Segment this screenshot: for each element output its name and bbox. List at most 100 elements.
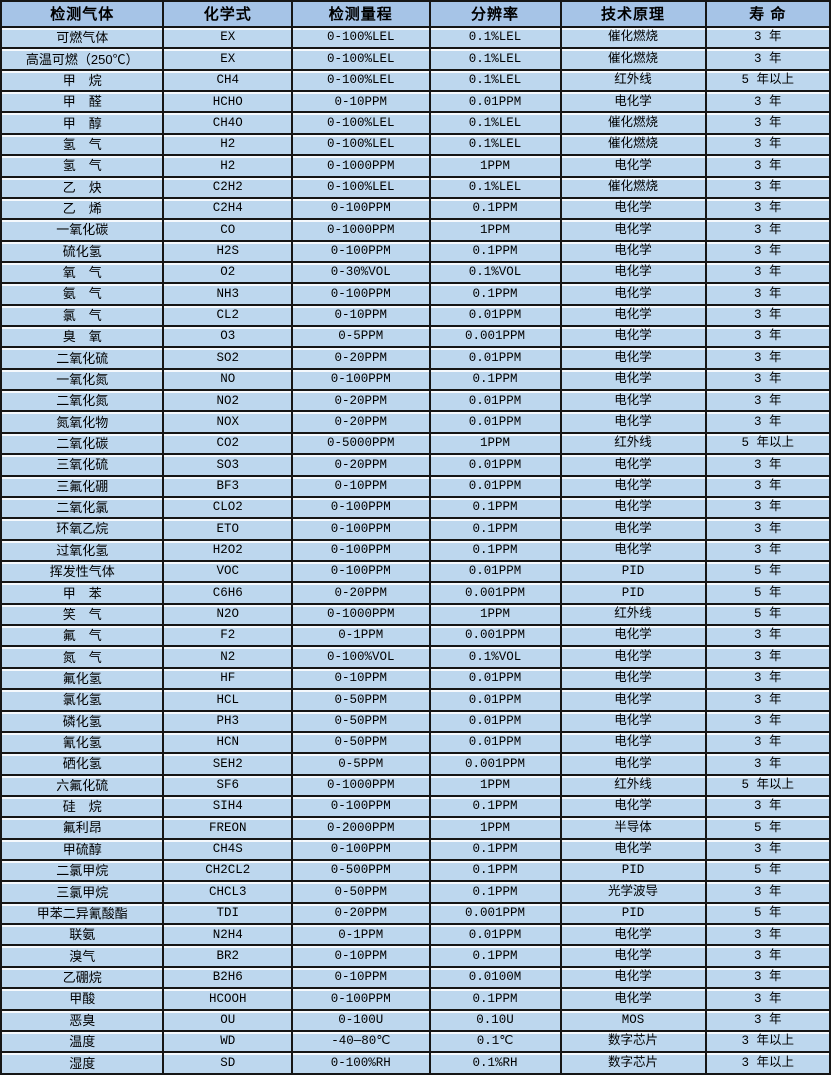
cell-resolution: 0.01PPM: [428, 410, 562, 434]
cell-principle: 电化学: [559, 282, 707, 306]
cell-principle: MOS: [559, 1008, 707, 1032]
cell-formula: NOX: [162, 410, 293, 434]
cell-lifespan: 3 年: [704, 47, 831, 71]
cell-principle: 电化学: [559, 303, 707, 328]
cell-principle: PID: [559, 581, 707, 605]
cell-formula: NO2: [162, 389, 293, 413]
cell-gas: 环氧乙烷: [0, 517, 165, 541]
cell-formula: EX: [162, 47, 293, 71]
cell-lifespan: 5 年: [704, 816, 831, 840]
cell-lifespan: 5 年: [704, 559, 831, 584]
cell-range: 0-100%LEL: [290, 111, 431, 135]
cell-lifespan: 3 年: [704, 25, 831, 50]
table-row: 氧 气 O2 0-30%VOL 0.1%VOL 电化学 3 年: [0, 260, 831, 285]
cell-lifespan: 3 年: [704, 389, 831, 413]
cell-formula: C2H4: [162, 196, 293, 221]
table-row: 氟化氢 HF 0-10PPM 0.01PPM 电化学 3 年: [0, 666, 831, 691]
cell-lifespan: 3 年以上: [704, 1029, 831, 1054]
cell-resolution: 0.1PPM: [428, 944, 562, 968]
cell-resolution: 0.01PPM: [428, 666, 562, 691]
cell-formula: CH2CL2: [162, 858, 293, 883]
cell-resolution: 0.001PPM: [428, 325, 562, 349]
cell-resolution: 0.1℃: [428, 1029, 562, 1054]
cell-gas: 磷化氢: [0, 709, 165, 733]
cell-formula: NO: [162, 367, 293, 392]
cell-lifespan: 3 年: [704, 260, 831, 285]
cell-formula: SD: [162, 1051, 293, 1075]
cell-resolution: 0.1PPM: [428, 538, 562, 563]
table-row: 氮 气 N2 0-100%VOL 0.1%VOL 电化学 3 年: [0, 645, 831, 669]
table-row: 氰化氢 HCN 0-50PPM 0.01PPM 电化学 3 年: [0, 730, 831, 755]
cell-principle: 电化学: [559, 837, 707, 862]
cell-gas: 甲 醇: [0, 111, 165, 135]
cell-lifespan: 3 年: [704, 1008, 831, 1032]
cell-resolution: 0.1PPM: [428, 239, 562, 263]
cell-principle: 红外线: [559, 68, 707, 93]
cell-range: 0-100U: [290, 1008, 431, 1032]
table-row: 甲硫醇 CH4S 0-100PPM 0.1PPM 电化学 3 年: [0, 837, 831, 862]
cell-lifespan: 3 年: [704, 239, 831, 263]
cell-range: 0-20PPM: [290, 453, 431, 477]
cell-formula: CLO2: [162, 495, 293, 520]
cell-formula: N2H4: [162, 923, 293, 947]
table-row: 氟 气 F2 0-1PPM 0.001PPM 电化学 3 年: [0, 624, 831, 648]
cell-formula: OU: [162, 1008, 293, 1032]
cell-gas: 恶臭: [0, 1008, 165, 1032]
cell-gas: 笑 气: [0, 602, 165, 627]
cell-gas: 三氧化硫: [0, 453, 165, 477]
cell-principle: 红外线: [559, 431, 707, 456]
table-row: 湿度 SD 0-100%RH 0.1%RH 数字芯片 3 年以上: [0, 1051, 831, 1075]
cell-gas: 氢 气: [0, 132, 165, 157]
table-row: 氟利昂 FREON 0-2000PPM 1PPM 半导体 5 年: [0, 816, 831, 840]
cell-resolution: 1PPM: [428, 773, 562, 797]
table-row: 二氯甲烷 CH2CL2 0-500PPM 0.1PPM PID 5 年: [0, 858, 831, 883]
cell-gas: 甲酸: [0, 987, 165, 1011]
cell-resolution: 0.1%LEL: [428, 25, 562, 50]
cell-lifespan: 5 年: [704, 581, 831, 605]
cell-resolution: 0.001PPM: [428, 752, 562, 776]
cell-resolution: 0.01PPM: [428, 453, 562, 477]
cell-formula: B2H6: [162, 965, 293, 990]
cell-gas: 温度: [0, 1029, 165, 1054]
cell-range: 0-10PPM: [290, 944, 431, 968]
cell-gas: 硒化氢: [0, 752, 165, 776]
table-row: 甲 苯 C6H6 0-20PPM 0.001PPM PID 5 年: [0, 581, 831, 605]
cell-formula: HCN: [162, 730, 293, 755]
cell-formula: HF: [162, 666, 293, 691]
cell-resolution: 0.01PPM: [428, 90, 562, 114]
table-row: 溴气 BR2 0-10PPM 0.1PPM 电化学 3 年: [0, 944, 831, 968]
cell-range: 0-10PPM: [290, 90, 431, 114]
cell-lifespan: 3 年: [704, 880, 831, 904]
cell-gas: 可燃气体: [0, 25, 165, 50]
table-row: 氢 气 H2 0-1000PPM 1PPM 电化学 3 年: [0, 154, 831, 178]
cell-formula: H2O2: [162, 538, 293, 563]
cell-principle: 电化学: [559, 965, 707, 990]
cell-formula: TDI: [162, 901, 293, 926]
table-row: 三氟化硼 BF3 0-10PPM 0.01PPM 电化学 3 年: [0, 474, 831, 498]
table-row: 甲苯二异氰酸酯 TDI 0-20PPM 0.001PPM PID 5 年: [0, 901, 831, 926]
cell-gas: 甲 烷: [0, 68, 165, 93]
cell-resolution: 0.1PPM: [428, 987, 562, 1011]
cell-range: 0-1000PPM: [290, 218, 431, 242]
cell-gas: 乙 炔: [0, 175, 165, 199]
cell-range: 0-100%LEL: [290, 132, 431, 157]
cell-range: 0-5PPM: [290, 752, 431, 776]
table-row: 六氟化硫 SF6 0-1000PPM 1PPM 红外线 5 年以上: [0, 773, 831, 797]
cell-formula: C6H6: [162, 581, 293, 605]
cell-formula: CO: [162, 218, 293, 242]
cell-lifespan: 3 年: [704, 709, 831, 733]
table-row: 温度 WD -40—80℃ 0.1℃ 数字芯片 3 年以上: [0, 1029, 831, 1054]
header-row: 检测气体 化学式 检测量程 分辨率 技术原理 寿 命: [0, 0, 831, 28]
cell-lifespan: 5 年: [704, 901, 831, 926]
cell-principle: 数字芯片: [559, 1051, 707, 1075]
cell-formula: FREON: [162, 816, 293, 840]
cell-principle: 电化学: [559, 538, 707, 563]
cell-lifespan: 3 年: [704, 218, 831, 242]
cell-range: 0-100PPM: [290, 794, 431, 819]
cell-resolution: 0.1%LEL: [428, 132, 562, 157]
cell-principle: 电化学: [559, 389, 707, 413]
table-row: 挥发性气体 VOC 0-100PPM 0.01PPM PID 5 年: [0, 559, 831, 584]
cell-lifespan: 5 年以上: [704, 431, 831, 456]
cell-gas: 三氯甲烷: [0, 880, 165, 904]
